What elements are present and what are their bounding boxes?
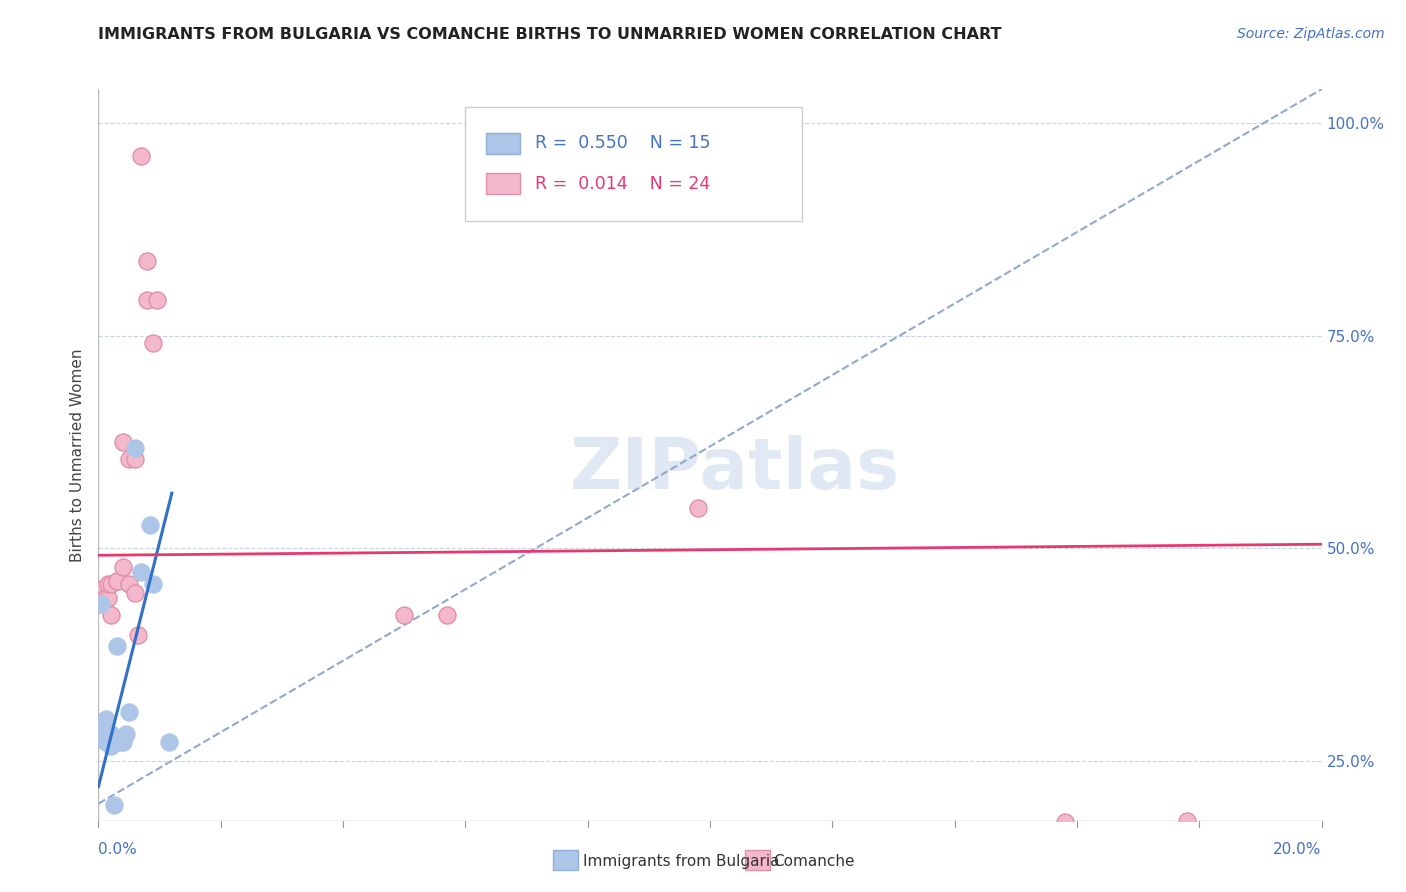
Point [105,574,128,588]
Point [124,441,146,455]
Point [129,566,152,580]
Point [127,628,149,642]
Point [100,607,122,622]
Point [100,727,122,741]
Point [90,597,112,611]
Text: 0.0%: 0.0% [98,842,138,857]
Point [105,574,128,588]
Point [157,735,180,749]
Bar [486,173,520,194]
Point [136,293,159,307]
Point [103,798,125,813]
Point [96,735,118,749]
Point [1175,814,1198,828]
Text: R =  0.014    N = 24: R = 0.014 N = 24 [536,175,710,193]
Point [111,560,134,574]
Point [90,582,112,597]
Point [118,577,141,591]
Point [97,577,120,591]
Text: ZIPatlas: ZIPatlas [569,435,900,504]
Point [124,452,146,467]
Point [105,640,128,654]
Point [93,722,115,736]
Point [139,517,162,532]
Point [129,148,152,162]
Point [392,607,416,622]
Point [436,607,458,622]
Point [111,435,134,450]
Bar [745,850,770,870]
Text: R =  0.550    N = 15: R = 0.550 N = 15 [536,135,710,153]
Point [124,585,146,599]
Point [142,335,165,350]
Point [87,597,110,611]
Point [100,739,122,753]
Point [108,735,131,749]
Bar [553,850,578,870]
Point [96,712,118,726]
Text: Comanche: Comanche [773,855,855,869]
Point [118,452,141,467]
Point [142,577,165,591]
Point [111,735,134,749]
Point [93,591,115,605]
Point [118,705,141,719]
Text: IMMIGRANTS FROM BULGARIA VS COMANCHE BIRTHS TO UNMARRIED WOMEN CORRELATION CHART: IMMIGRANTS FROM BULGARIA VS COMANCHE BIR… [98,27,1002,42]
Text: 20.0%: 20.0% [1274,842,1322,857]
Point [97,591,120,605]
Point [145,293,167,307]
Point [100,577,122,591]
FancyBboxPatch shape [465,108,801,221]
Text: Immigrants from Bulgaria: Immigrants from Bulgaria [583,855,780,869]
Y-axis label: Births to Unmarried Women: Births to Unmarried Women [69,348,84,562]
Point [686,500,709,515]
Point [136,254,159,268]
Point [1053,815,1076,830]
Text: Source: ZipAtlas.com: Source: ZipAtlas.com [1237,27,1385,41]
Point [115,727,138,741]
Bar [486,133,520,153]
